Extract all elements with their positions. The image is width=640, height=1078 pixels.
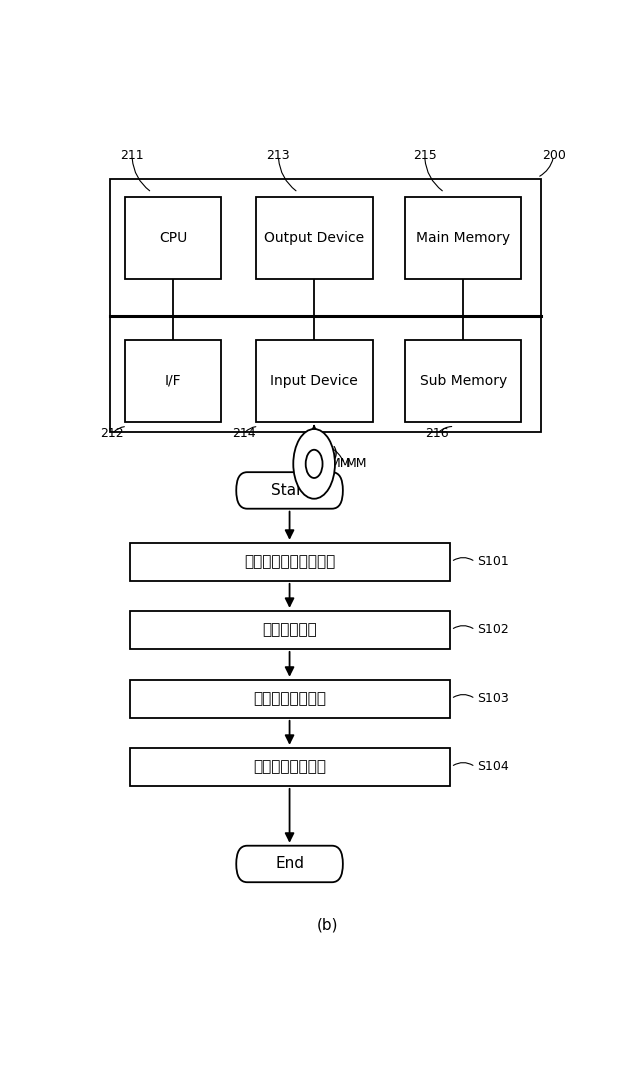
FancyBboxPatch shape <box>236 472 343 509</box>
FancyBboxPatch shape <box>129 611 449 649</box>
Text: 論理和の演算: 論理和の演算 <box>262 622 317 637</box>
Text: Main Memory: Main Memory <box>416 231 510 245</box>
Text: CPU: CPU <box>159 231 187 245</box>
Text: MM: MM <box>330 457 351 470</box>
FancyBboxPatch shape <box>256 341 372 421</box>
FancyBboxPatch shape <box>256 197 372 279</box>
FancyBboxPatch shape <box>129 748 449 786</box>
Text: 215: 215 <box>413 150 436 163</box>
FancyBboxPatch shape <box>125 197 221 279</box>
FancyBboxPatch shape <box>405 341 522 421</box>
Text: MM: MM <box>346 457 367 470</box>
Text: 211: 211 <box>120 150 144 163</box>
Text: (a): (a) <box>317 445 339 460</box>
Text: 213: 213 <box>267 150 290 163</box>
Text: Output Device: Output Device <box>264 231 364 245</box>
FancyBboxPatch shape <box>129 542 449 581</box>
FancyBboxPatch shape <box>405 197 522 279</box>
Text: S101: S101 <box>477 555 509 568</box>
Text: S104: S104 <box>477 760 509 773</box>
FancyBboxPatch shape <box>129 680 449 718</box>
Text: 214: 214 <box>232 428 255 441</box>
Text: 印刷データの読み込み: 印刷データの読み込み <box>244 554 335 569</box>
Text: 200: 200 <box>541 150 566 163</box>
Text: 216: 216 <box>426 428 449 441</box>
Text: Input Device: Input Device <box>271 374 358 388</box>
Text: 212: 212 <box>100 428 124 441</box>
Text: S103: S103 <box>477 692 509 705</box>
Text: Start: Start <box>271 483 308 498</box>
Text: 刷版データの作成: 刷版データの作成 <box>253 691 326 706</box>
FancyBboxPatch shape <box>236 846 343 882</box>
Text: End: End <box>275 856 304 871</box>
Text: 刷版データの出力: 刷版データの出力 <box>253 759 326 774</box>
FancyBboxPatch shape <box>125 341 221 421</box>
Text: Sub Memory: Sub Memory <box>420 374 507 388</box>
FancyBboxPatch shape <box>110 179 541 432</box>
Circle shape <box>293 429 335 499</box>
Text: S102: S102 <box>477 623 509 636</box>
Circle shape <box>306 450 323 478</box>
Text: (b): (b) <box>317 917 339 932</box>
Text: I/F: I/F <box>164 374 181 388</box>
